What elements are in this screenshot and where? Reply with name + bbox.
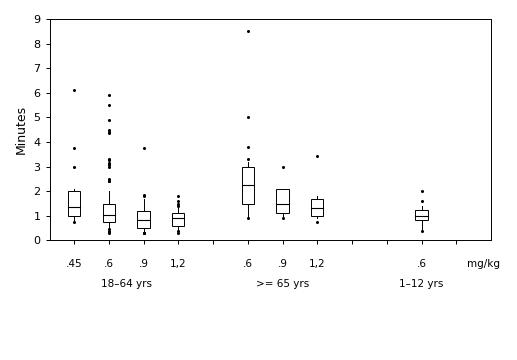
FancyBboxPatch shape [277,189,288,213]
Text: 1,2: 1,2 [309,259,326,269]
Text: .6: .6 [417,259,427,269]
Text: .45: .45 [66,259,82,269]
Text: .6: .6 [243,259,253,269]
Text: .9: .9 [139,259,148,269]
FancyBboxPatch shape [138,211,149,228]
Text: 1–12 yrs: 1–12 yrs [400,279,444,289]
Text: .9: .9 [278,259,287,269]
FancyBboxPatch shape [172,213,185,226]
FancyBboxPatch shape [68,191,80,216]
Text: mg/kg: mg/kg [467,259,500,269]
Text: 18–64 yrs: 18–64 yrs [101,279,151,289]
Text: >= 65 yrs: >= 65 yrs [256,279,309,289]
Y-axis label: Minutes: Minutes [15,105,28,154]
FancyBboxPatch shape [103,203,115,222]
Text: .6: .6 [104,259,114,269]
FancyBboxPatch shape [311,199,324,216]
FancyBboxPatch shape [416,210,428,220]
FancyBboxPatch shape [242,167,254,203]
Text: 1,2: 1,2 [170,259,187,269]
